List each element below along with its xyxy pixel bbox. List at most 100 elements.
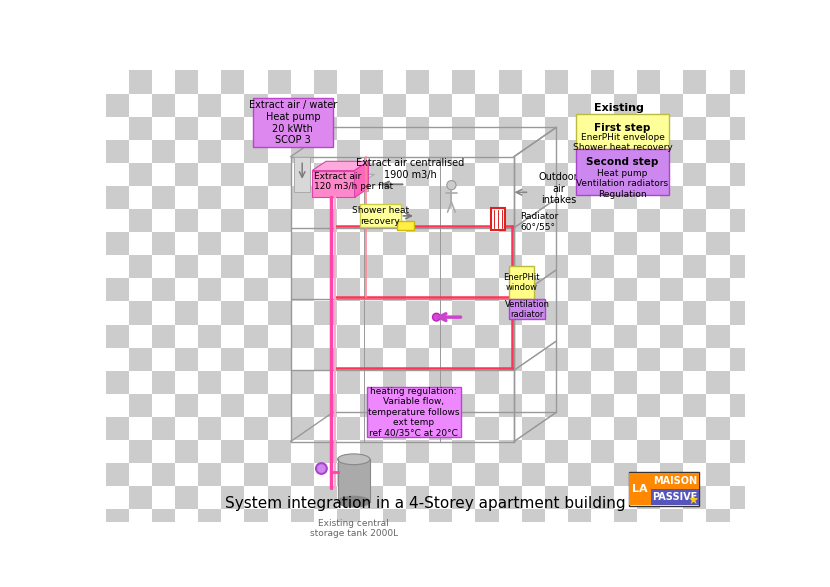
Bar — [290, 255, 314, 278]
Bar — [476, 117, 499, 140]
Bar — [383, 302, 406, 325]
Bar — [175, 186, 198, 209]
Bar — [521, 117, 544, 140]
Bar — [222, 209, 244, 232]
Bar — [706, 209, 730, 232]
Bar — [521, 70, 544, 93]
Bar — [544, 93, 568, 117]
Bar — [521, 186, 544, 209]
Bar — [314, 186, 337, 209]
Bar — [544, 140, 568, 163]
Bar — [614, 302, 637, 325]
Bar — [360, 348, 383, 371]
Bar — [499, 325, 521, 348]
Bar — [106, 186, 129, 209]
Bar — [544, 510, 568, 532]
Bar — [521, 302, 544, 325]
Bar — [476, 394, 499, 417]
Bar — [175, 486, 198, 510]
Bar — [152, 348, 175, 371]
Bar — [544, 163, 568, 186]
Bar — [337, 140, 360, 163]
Bar — [683, 93, 706, 117]
Text: EnerPHit
window: EnerPHit window — [503, 273, 540, 292]
Bar — [383, 117, 406, 140]
Bar — [129, 302, 152, 325]
Bar — [383, 463, 406, 486]
Polygon shape — [354, 161, 369, 197]
Bar — [660, 93, 683, 117]
Bar — [267, 440, 290, 463]
Bar — [614, 463, 637, 486]
Bar — [651, 490, 699, 505]
Bar — [152, 463, 175, 486]
Bar — [544, 302, 568, 325]
Bar — [129, 232, 152, 255]
Bar — [521, 209, 544, 232]
Bar — [521, 93, 544, 117]
Bar — [706, 70, 730, 93]
Bar — [106, 486, 129, 510]
Bar — [706, 325, 730, 348]
Bar — [521, 278, 544, 302]
Bar — [706, 93, 730, 117]
Bar — [360, 117, 383, 140]
Bar — [637, 302, 660, 325]
Bar — [568, 440, 591, 463]
Bar — [429, 255, 452, 278]
Bar — [290, 325, 314, 348]
Bar — [222, 70, 244, 93]
Bar — [129, 255, 152, 278]
Bar — [499, 371, 521, 394]
Bar — [314, 70, 337, 93]
Bar — [452, 348, 476, 371]
Bar — [452, 186, 476, 209]
Bar — [637, 440, 660, 463]
Bar — [683, 278, 706, 302]
Bar — [730, 440, 753, 463]
Bar — [314, 302, 337, 325]
Bar — [129, 325, 152, 348]
Bar — [476, 93, 499, 117]
Bar — [452, 255, 476, 278]
Bar — [568, 463, 591, 486]
Bar — [383, 140, 406, 163]
Bar — [544, 394, 568, 417]
Bar — [452, 510, 476, 532]
Bar — [614, 209, 637, 232]
Bar — [290, 93, 314, 117]
Bar — [521, 232, 544, 255]
Bar — [244, 93, 267, 117]
Bar — [290, 278, 314, 302]
Bar — [314, 486, 337, 510]
Bar — [360, 278, 383, 302]
Bar — [544, 117, 568, 140]
Bar — [175, 140, 198, 163]
Bar — [544, 70, 568, 93]
Bar — [614, 255, 637, 278]
Bar — [106, 348, 129, 371]
Bar — [383, 93, 406, 117]
Bar — [683, 186, 706, 209]
Bar — [198, 440, 222, 463]
Bar — [383, 163, 406, 186]
FancyBboxPatch shape — [510, 266, 534, 299]
Bar — [198, 371, 222, 394]
Bar — [290, 394, 314, 417]
Bar — [360, 371, 383, 394]
Bar — [290, 70, 314, 93]
Bar — [452, 302, 476, 325]
Bar — [429, 278, 452, 302]
Bar — [568, 209, 591, 232]
Bar — [452, 163, 476, 186]
Bar — [175, 348, 198, 371]
Bar — [614, 440, 637, 463]
Text: Existing central
storage tank 2000L: Existing central storage tank 2000L — [310, 518, 398, 538]
Bar — [683, 371, 706, 394]
Bar — [106, 417, 129, 440]
Bar — [106, 278, 129, 302]
Bar — [314, 232, 337, 255]
Bar — [544, 255, 568, 278]
Bar — [222, 186, 244, 209]
Bar — [544, 440, 568, 463]
